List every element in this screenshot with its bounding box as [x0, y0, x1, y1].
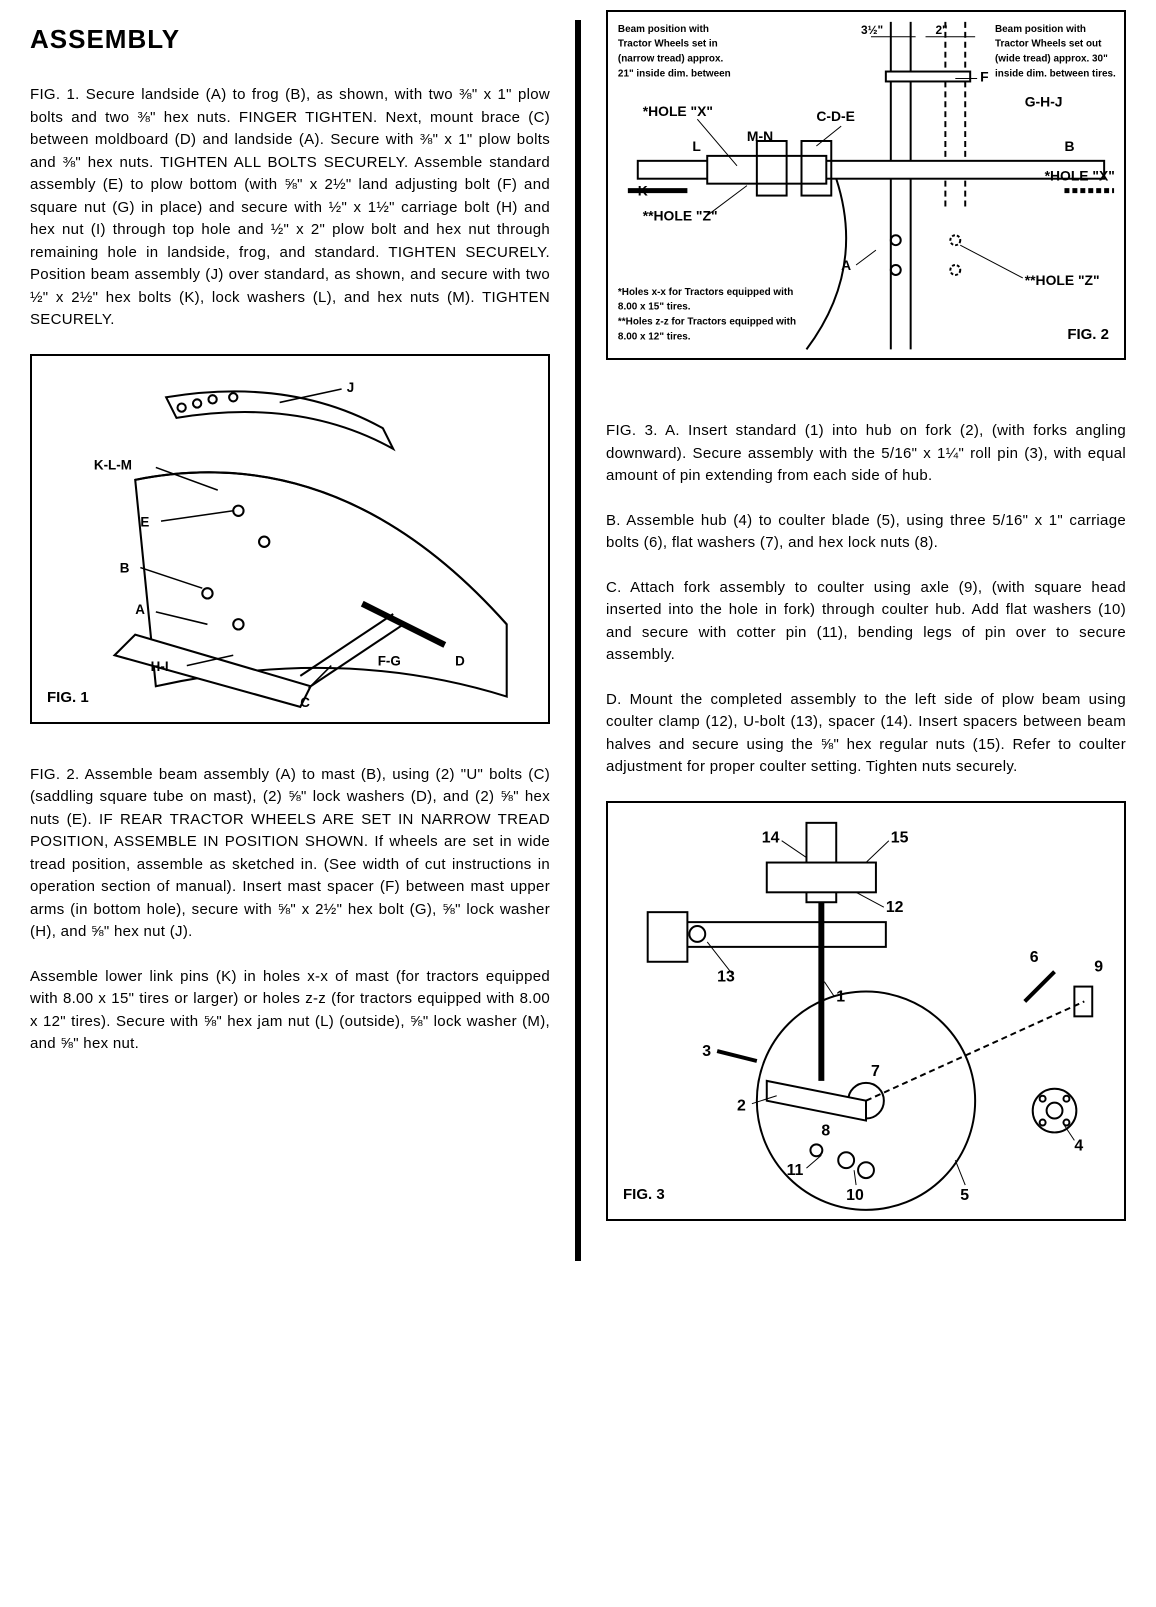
svg-text:H-I: H-I: [151, 658, 169, 673]
svg-text:L: L: [692, 138, 701, 154]
right-column: Beam position with Tractor Wheels set in…: [581, 20, 1126, 1261]
svg-text:J: J: [347, 380, 354, 395]
fig3-text-b: B. Assemble hub (4) to coulter blade (5)…: [606, 510, 1126, 555]
svg-text:13: 13: [717, 968, 735, 985]
svg-text:M-N: M-N: [747, 128, 773, 144]
left-column: ASSEMBLY FIG. 1. Secure landside (A) to …: [30, 20, 575, 1261]
svg-text:9: 9: [1094, 958, 1103, 975]
fig1-text: FIG. 1. Secure landside (A) to frog (B),…: [30, 84, 550, 332]
svg-text:C: C: [300, 694, 310, 709]
svg-text:6: 6: [1030, 948, 1039, 965]
svg-text:1: 1: [836, 988, 845, 1005]
svg-text:5: 5: [960, 1186, 969, 1203]
figure-1: J K-L-M E B A H-I C F-G D: [30, 354, 550, 724]
svg-text:*HOLE "X": *HOLE "X": [1045, 168, 1115, 184]
svg-text:2: 2: [737, 1097, 746, 1114]
svg-text:D: D: [455, 653, 465, 668]
fig2-text: FIG. 2. Assemble beam assembly (A) to ma…: [30, 764, 550, 944]
svg-text:C-D-E: C-D-E: [816, 108, 855, 124]
svg-text:**HOLE "Z": **HOLE "Z": [1025, 272, 1100, 288]
svg-text:B: B: [1064, 138, 1074, 154]
fig3-text-d: D. Mount the completed assembly to the l…: [606, 689, 1126, 779]
fig2-label: FIG. 2: [1067, 324, 1109, 347]
svg-text:15: 15: [891, 829, 909, 846]
svg-text:*HOLE "X": *HOLE "X": [643, 103, 713, 119]
svg-text:7: 7: [871, 1062, 880, 1079]
svg-text:K-L-M: K-L-M: [94, 457, 132, 472]
svg-text:2": 2": [935, 23, 947, 37]
svg-text:3½": 3½": [861, 23, 883, 37]
page-title: ASSEMBLY: [30, 20, 550, 59]
fig3-text-c: C. Attach fork assembly to coulter using…: [606, 577, 1126, 667]
fig1-label: FIG. 1: [47, 687, 89, 710]
svg-text:**HOLE "Z": **HOLE "Z": [643, 207, 718, 223]
svg-text:14: 14: [762, 829, 780, 846]
svg-text:G-H-J: G-H-J: [1025, 93, 1063, 109]
svg-text:F: F: [980, 68, 988, 84]
figure-2: Beam position with Tractor Wheels set in…: [606, 10, 1126, 360]
page: ASSEMBLY FIG. 1. Secure landside (A) to …: [30, 20, 1126, 1261]
svg-text:A: A: [135, 601, 145, 616]
svg-text:4: 4: [1074, 1137, 1083, 1154]
svg-text:10: 10: [846, 1186, 864, 1203]
fig2-text-b: Assemble lower link pins (K) in holes x-…: [30, 966, 550, 1056]
fig3-text-a: FIG. 3. A. Insert standard (1) into hub …: [606, 420, 1126, 488]
svg-text:12: 12: [886, 899, 904, 916]
svg-text:E: E: [140, 514, 149, 529]
svg-text:K: K: [638, 183, 648, 199]
svg-text:A: A: [841, 257, 851, 273]
fig3-label: FIG. 3: [623, 1184, 665, 1207]
svg-text:8: 8: [821, 1122, 830, 1139]
svg-text:B: B: [120, 560, 130, 575]
figure-3: 14 15 12 13 1 3 2 7 8 11: [606, 801, 1126, 1221]
svg-text:3: 3: [702, 1043, 711, 1060]
svg-text:11: 11: [787, 1162, 804, 1179]
svg-text:F-G: F-G: [378, 653, 401, 668]
